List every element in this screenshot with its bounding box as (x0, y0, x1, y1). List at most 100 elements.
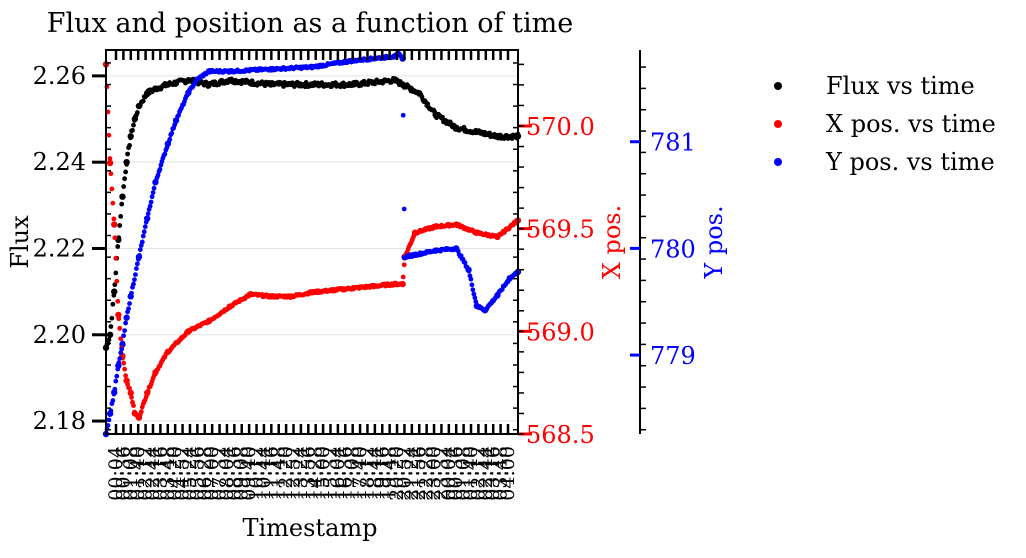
x-tick-label: 00:04 (438, 446, 460, 501)
trace-point (112, 235, 118, 241)
flux-tick-label: 2.20 (33, 321, 86, 349)
x-tick-label: 23:00 (423, 446, 445, 501)
x-tick-label: 11:16 (260, 446, 282, 501)
xpos-tick-label: 569.5 (526, 216, 595, 244)
x-tick-label: 18:12 (356, 446, 378, 501)
x-tick-label: 13:56 (297, 446, 319, 501)
trace-point (425, 101, 431, 107)
trace-point (470, 287, 476, 293)
trace-point (128, 135, 133, 141)
x-tick-label: 00:36 (445, 446, 467, 501)
trace-point (110, 200, 116, 206)
legend: Flux vs time X pos. vs time Y pos. vs ti… (774, 72, 996, 176)
x-tick-label: 11:48 (268, 446, 290, 501)
trace-point (119, 346, 125, 352)
x-tick-label: 12:52 (283, 446, 305, 501)
trace-point (118, 214, 124, 219)
series-ypos (102, 51, 522, 438)
trace-point (400, 274, 406, 280)
x-tick-label: 23:32 (430, 446, 452, 501)
trace-point (128, 389, 133, 395)
plot-frame (105, 49, 519, 435)
trace-point (123, 373, 129, 379)
trace-point (148, 199, 154, 205)
x-axis-title: Timestamp (242, 514, 377, 542)
x-tick-label: 16:04 (327, 446, 349, 501)
trace-point (124, 161, 129, 167)
trace-point (122, 366, 128, 372)
axes: 2.18 2.20 2.22 2.24 2.26 568.5 569.0 569.5 570.0… (33, 50, 696, 449)
trace-point (121, 333, 127, 339)
data-point (115, 311, 122, 319)
trace-point (113, 255, 119, 261)
trace-point (111, 391, 117, 397)
x-tick-label: 07:00 (201, 446, 223, 501)
trace-point (400, 112, 406, 118)
x-tick-label: 22:28 (416, 446, 438, 501)
trace-point (145, 388, 151, 394)
flux-tick-label: 2.22 (33, 234, 86, 262)
series-xpos (102, 61, 522, 421)
trace-point (107, 156, 113, 161)
trace-point (133, 272, 138, 278)
x-tick-label: 01:40 (460, 446, 482, 501)
trace-point (120, 340, 126, 346)
chart-title: Flux and position as a function of time (47, 8, 573, 39)
trace-point (142, 224, 148, 230)
trace-point (147, 203, 153, 209)
trace-point (108, 324, 114, 329)
trace-point (169, 130, 175, 136)
trace-point (110, 301, 116, 307)
ypos-axis-title: Y pos. (700, 205, 728, 279)
trace-point (162, 151, 168, 157)
trace-point (155, 172, 161, 178)
trace-point (145, 211, 151, 217)
trace-point (109, 186, 115, 192)
flux-tick-label: 2.26 (33, 62, 86, 90)
x-tick-label: 01:08 (120, 446, 142, 501)
x-tick-label: 14:28 (305, 446, 327, 501)
ypos-axis: 779 780 781 (630, 50, 696, 434)
legend-label-flux: Flux vs time (826, 72, 975, 100)
trace-point (174, 117, 180, 123)
x-tick-label: 19:16 (371, 446, 393, 501)
trace-point (115, 244, 121, 249)
trace-point (134, 266, 139, 271)
trace-point (469, 282, 475, 288)
trace-point (130, 127, 135, 133)
trace-point (132, 277, 137, 283)
x-tick-label: 15:00 (312, 446, 334, 501)
x-tick-label: 02:44 (475, 446, 497, 501)
legend-label-ypos: Y pos. vs time (825, 148, 995, 176)
data-point (111, 221, 118, 228)
trace-point (107, 333, 113, 339)
trace-point (123, 320, 129, 326)
xpos-tick-label: 568.5 (526, 421, 595, 449)
series-trace-flux (103, 75, 521, 351)
trace-point (106, 337, 112, 343)
trace-point (118, 350, 124, 356)
trace-point (126, 306, 131, 312)
x-tick-label: 00:04 (105, 446, 127, 501)
trace-point (466, 268, 472, 274)
trace-point (140, 98, 146, 104)
legend-marker-xpos (774, 120, 782, 128)
trace-point (157, 166, 163, 172)
x-tick-label: 20:20 (386, 446, 408, 501)
trace-point (123, 169, 129, 175)
ypos-tick-label: 779 (650, 342, 696, 370)
x-tick-label: 04:20 (164, 446, 186, 501)
flux-tick-label: 2.18 (33, 407, 86, 435)
trace-point (121, 360, 127, 366)
trace-point (134, 261, 140, 267)
trace-point (115, 298, 121, 304)
trace-point (127, 385, 132, 391)
trace-point (129, 395, 134, 400)
trace-point (116, 360, 122, 366)
x-tick-label: 00:36 (112, 446, 134, 501)
series-flux (102, 77, 522, 351)
trace-point (116, 235, 122, 241)
trace-point (134, 110, 140, 115)
series-trace-xpos (103, 61, 521, 420)
